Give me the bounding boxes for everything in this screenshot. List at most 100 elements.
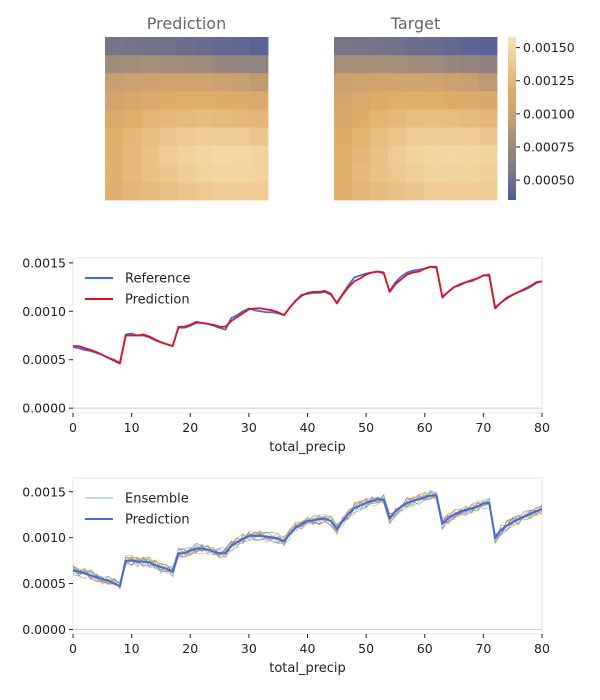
heatmap-cell [424,73,444,92]
heatmap-cell [388,37,407,56]
heatmap-cell [460,181,480,201]
x-tick-label: 30 [241,420,257,435]
heatmap-cell [460,127,480,147]
colorbar-tick-label: 0.00100 [523,106,575,121]
heatmap-cell [334,109,353,128]
heatmap-cell [141,163,160,183]
heatmap-cell [388,73,407,92]
heatmap-cell [388,91,407,110]
colorbar-tick-label: 0.00050 [523,173,575,188]
heatmap-cell [460,109,480,128]
heatmap-cell [195,37,215,56]
heatmap-cell [388,127,407,147]
heatmap-cell [424,109,444,128]
heatmap-cell [177,109,196,128]
heatmap-cell [213,109,233,128]
heatmap-cell [123,91,142,110]
heatmap-cell [424,55,444,74]
heatmap-cell [231,181,251,201]
heatmap-cell [370,181,389,201]
heatmap-cell [388,109,407,128]
x-tick-label: 30 [241,641,257,656]
x-tick-label: 40 [300,641,316,656]
heatmap-cell [177,127,196,147]
heatmap-cell [159,109,178,128]
heatmap-cell [231,37,251,56]
heatmap-cell [370,145,389,165]
heatmap-cell [334,91,353,110]
x-tick-label: 80 [534,641,550,656]
heatmap-cell [195,181,215,201]
heatmap-cell [352,127,371,147]
heatmap-cell [123,37,142,56]
y-tick-label: 0.0000 [22,622,66,637]
y-tick-label: 0.0015 [22,255,66,270]
heatmap-cell [249,127,269,147]
heatmap-cell [141,127,160,147]
ensemble-member-line [72,494,543,588]
heatmap-cell [370,109,389,128]
heatmap-cell [213,145,233,165]
ensemble-member-line [72,490,543,586]
heatmap-cell [478,181,498,201]
x-tick-label: 60 [417,420,433,435]
heatmap-cell [478,91,498,110]
heatmap-cell [105,91,124,110]
heatmap-prediction: Prediction [105,14,269,201]
heatmap-cell [478,37,498,56]
colorbar-ticks: 0.00050 0.00075 0.00100 0.00125 0.00150 [516,40,575,188]
x-tick-label: 10 [124,641,140,656]
heatmap-cell [478,145,498,165]
x-tick-label: 0 [69,641,77,656]
y-tick-label: 0.0010 [22,530,66,545]
heatmap-cell [231,109,251,128]
heatmap-cell [478,127,498,147]
heatmap-cell [406,145,425,165]
heatmap-cell [334,145,353,165]
line-chart-reference: 0.0000 0.0005 0.0010 0.0015 0 10 20 30 40 50 60 70 8… [22,255,550,455]
heatmap-cell [370,55,389,74]
heatmap-cell [442,37,462,56]
heatmap-cell [370,127,389,147]
heatmap-cell [352,145,371,165]
heatmap-cell [105,73,124,92]
heatmap-prediction-title: Prediction [147,14,226,33]
heatmap-cell [406,91,425,110]
legend-label: Ensemble [125,492,189,507]
x-axis-label: total_precip [269,440,346,455]
colorbar: 0.00050 0.00075 0.00100 0.00125 0.00150 [508,37,575,200]
y-tick-label: 0.0000 [22,401,66,416]
heatmap-cell [442,163,462,183]
heatmap-cell [123,127,142,147]
heatmap-cell [249,181,269,201]
heatmap-cell [213,163,233,183]
heatmap-cell [352,109,371,128]
heatmap-cell [460,37,480,56]
heatmap-cell [213,73,233,92]
heatmap-cell [213,37,233,56]
heatmap-cell [159,181,178,201]
heatmap-cell [141,73,160,92]
heatmap-cell [370,163,389,183]
ensemble-member-line [72,491,543,584]
heatmap-cell [177,37,196,56]
heatmap-cell [406,163,425,183]
heatmap-cell [249,55,269,74]
heatmap-cell [213,55,233,74]
heatmap-cell [177,55,196,74]
heatmap-cell [478,109,498,128]
x-tick-label: 10 [124,420,140,435]
heatmap-cell [141,181,160,201]
heatmap-cell [105,145,124,165]
heatmap-cell [442,73,462,92]
heatmap-cell [195,73,215,92]
heatmap-cell [249,109,269,128]
heatmap-cell [442,181,462,201]
heatmap-cell [141,37,160,56]
heatmap-cell [231,145,251,165]
heatmap-cell [388,145,407,165]
heatmap-cell [105,163,124,183]
heatmap-cell [105,55,124,74]
heatmap-cell [370,91,389,110]
